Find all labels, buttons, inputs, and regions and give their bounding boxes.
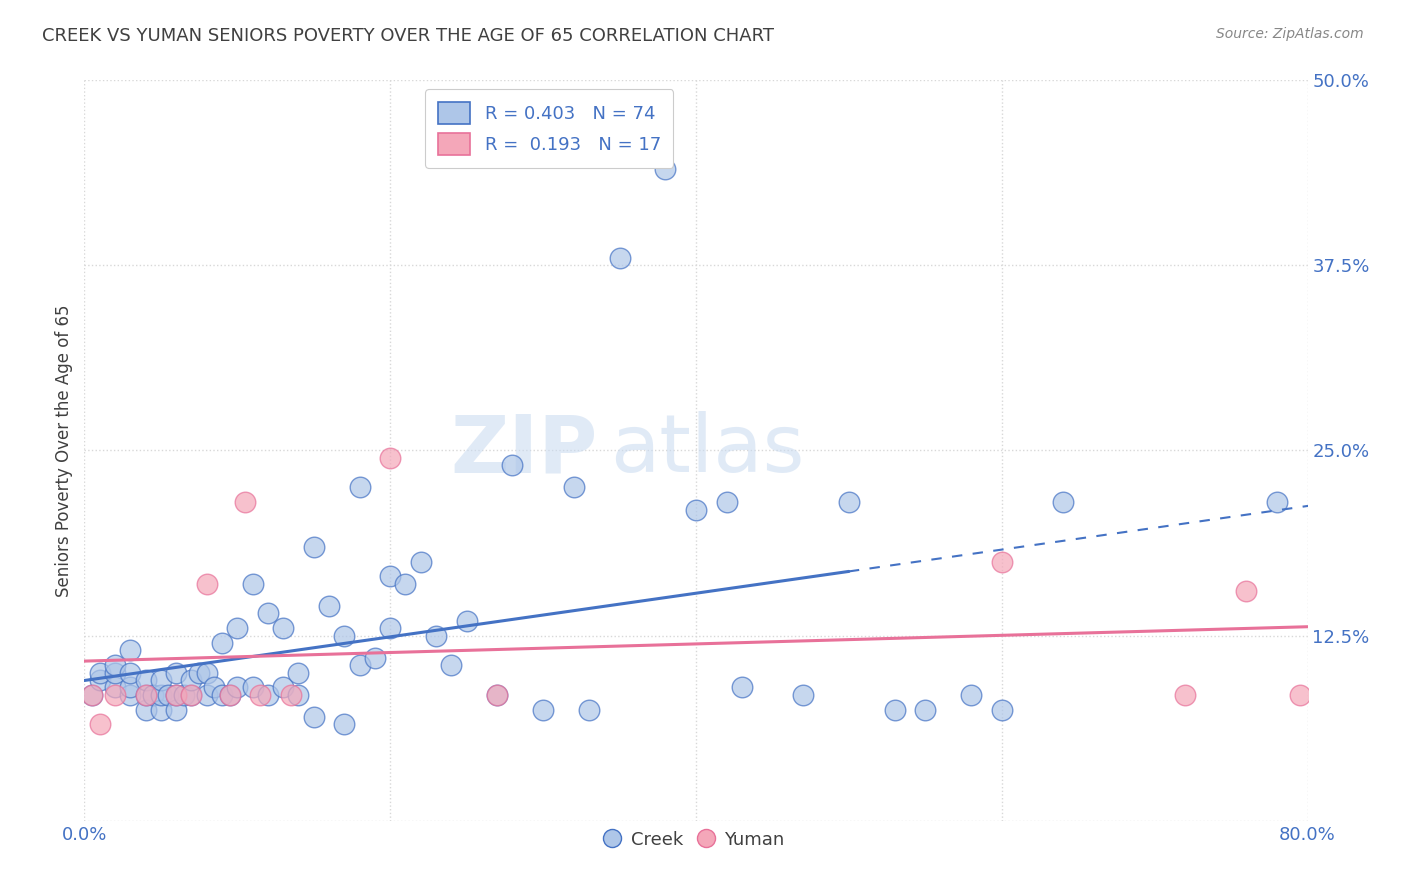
Point <box>1236 584 1258 599</box>
Point <box>1265 495 1288 509</box>
Point <box>120 688 142 702</box>
Point <box>157 688 180 702</box>
Point <box>89 673 111 687</box>
Point <box>195 576 218 591</box>
Point <box>654 162 676 177</box>
Point <box>333 628 356 642</box>
Point <box>120 643 142 657</box>
Point <box>89 717 111 731</box>
Point <box>578 703 600 717</box>
Point <box>202 681 225 695</box>
Point <box>180 673 202 687</box>
Point <box>89 665 111 680</box>
Point <box>394 576 416 591</box>
Point <box>287 688 309 702</box>
Point <box>180 688 202 702</box>
Text: atlas: atlas <box>610 411 804 490</box>
Point <box>318 599 340 613</box>
Text: ZIP: ZIP <box>451 411 598 490</box>
Point <box>249 688 271 702</box>
Text: Source: ZipAtlas.com: Source: ZipAtlas.com <box>1216 27 1364 41</box>
Point <box>409 555 432 569</box>
Point <box>1052 495 1074 509</box>
Point <box>165 703 187 717</box>
Y-axis label: Seniors Poverty Over the Age of 65: Seniors Poverty Over the Age of 65 <box>55 304 73 597</box>
Point <box>364 650 387 665</box>
Point <box>914 703 936 717</box>
Point <box>349 480 371 494</box>
Point <box>271 621 294 635</box>
Point <box>173 688 195 702</box>
Point <box>135 703 157 717</box>
Point <box>104 688 127 702</box>
Point <box>531 703 554 717</box>
Point <box>135 673 157 687</box>
Point <box>149 673 172 687</box>
Point <box>195 665 218 680</box>
Point <box>165 688 187 702</box>
Point <box>149 703 172 717</box>
Point <box>180 688 202 702</box>
Point <box>502 458 524 473</box>
Point <box>486 688 509 702</box>
Point <box>425 628 447 642</box>
Point <box>716 495 738 509</box>
Point <box>149 688 172 702</box>
Point <box>792 688 814 702</box>
Point <box>188 665 211 680</box>
Text: CREEK VS YUMAN SENIORS POVERTY OVER THE AGE OF 65 CORRELATION CHART: CREEK VS YUMAN SENIORS POVERTY OVER THE … <box>42 27 775 45</box>
Point <box>257 607 280 621</box>
Point <box>218 688 240 702</box>
Point <box>609 251 631 265</box>
Point <box>562 480 585 494</box>
Point <box>440 658 463 673</box>
Point <box>257 688 280 702</box>
Point <box>280 688 302 702</box>
Point <box>333 717 356 731</box>
Point <box>838 495 860 509</box>
Point <box>165 688 187 702</box>
Point <box>685 502 707 516</box>
Point <box>165 665 187 680</box>
Point <box>380 621 402 635</box>
Point <box>380 569 402 583</box>
Point <box>486 688 509 702</box>
Point <box>991 555 1014 569</box>
Point <box>104 681 127 695</box>
Point <box>380 450 402 465</box>
Point <box>226 621 249 635</box>
Point <box>1289 688 1312 702</box>
Point <box>135 688 157 702</box>
Point <box>302 710 325 724</box>
Point <box>883 703 905 717</box>
Point <box>1174 688 1197 702</box>
Point <box>242 576 264 591</box>
Point <box>104 665 127 680</box>
Point <box>287 665 309 680</box>
Point <box>80 688 103 702</box>
Point <box>80 688 103 702</box>
Point <box>233 495 256 509</box>
Point <box>211 636 233 650</box>
Point <box>960 688 983 702</box>
Point <box>120 665 142 680</box>
Point <box>142 688 165 702</box>
Point <box>731 681 754 695</box>
Point <box>211 688 233 702</box>
Point <box>456 614 478 628</box>
Point <box>104 658 127 673</box>
Point <box>242 681 264 695</box>
Point <box>135 688 157 702</box>
Point <box>349 658 371 673</box>
Point <box>991 703 1014 717</box>
Point <box>218 688 240 702</box>
Legend: Creek, Yuman: Creek, Yuman <box>600 823 792 856</box>
Point <box>226 681 249 695</box>
Point <box>195 688 218 702</box>
Point <box>302 540 325 554</box>
Point <box>271 681 294 695</box>
Point <box>120 681 142 695</box>
